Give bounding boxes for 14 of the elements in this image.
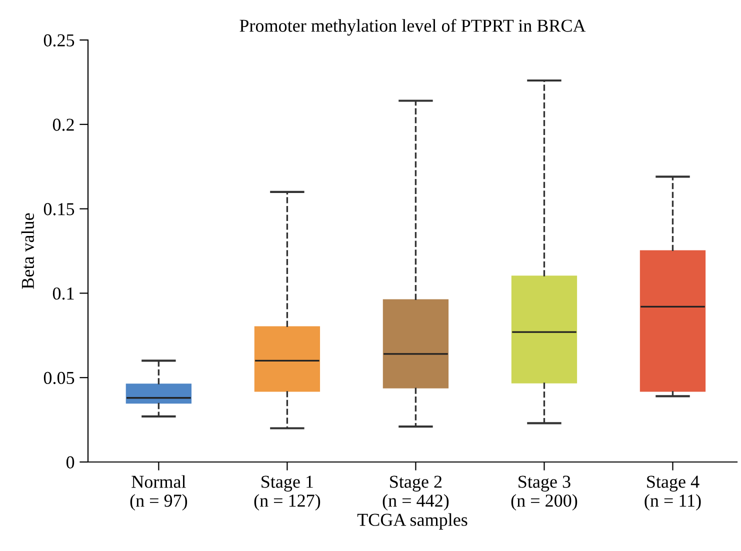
- x-tick-label: Stage 3 (n = 200): [511, 476, 578, 510]
- x-axis-title: TCGA samples: [357, 513, 468, 530]
- y-tick-label: 0.15: [44, 203, 74, 216]
- y-tick-label: 0.2: [52, 118, 74, 131]
- y-tick-label: 0.05: [44, 372, 74, 384]
- y-tick-label: 0.25: [44, 34, 74, 47]
- chart-title: Promoter methylation level of PTPRT in BRCA: [240, 18, 586, 36]
- x-tick-label: Stage 4 (n = 11): [644, 476, 701, 510]
- x-tick-label: Stage 2 (n = 442): [382, 476, 449, 510]
- x-tick-label: Normal (n = 97): [130, 475, 188, 510]
- y-axis-title: Beta value: [21, 213, 34, 289]
- y-tick-label: 0: [66, 456, 74, 468]
- x-tick-label: Stage 1 (n = 127): [254, 476, 320, 510]
- y-tick-label: 0.1: [52, 287, 74, 300]
